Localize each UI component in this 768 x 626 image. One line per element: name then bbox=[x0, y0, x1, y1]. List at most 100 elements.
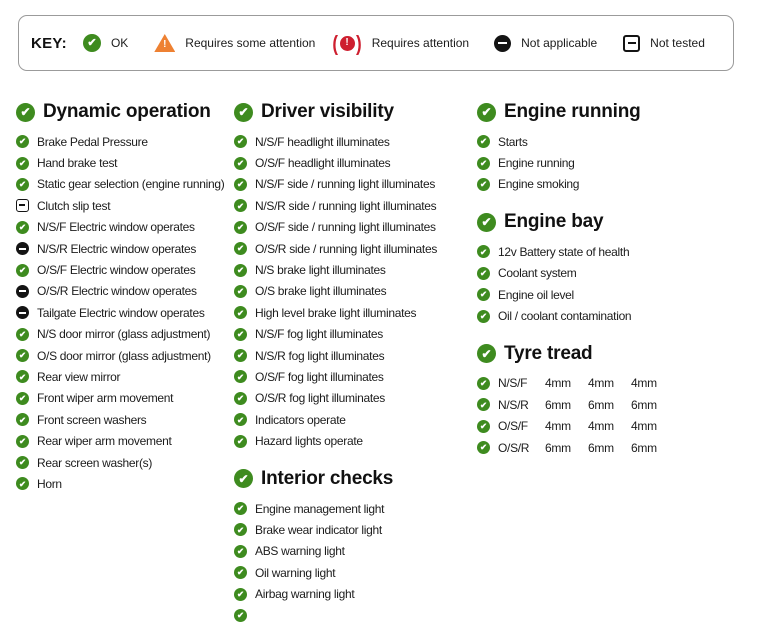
key-entry-label: Not tested bbox=[650, 36, 705, 50]
check-item-label: N/S/F fog light illuminates bbox=[255, 327, 383, 342]
check-item-label: N/S/F headlight illuminates bbox=[255, 134, 390, 149]
check-item: ✔ Rear view mirror bbox=[16, 366, 234, 387]
key-entry-label: Requires some attention bbox=[185, 36, 316, 50]
check-item: ✔ Static gear selection (engine running) bbox=[16, 174, 234, 195]
check-item-label: Brake Pedal Pressure bbox=[37, 134, 148, 149]
check-item: ✔ O/S/F fog light illuminates bbox=[234, 366, 474, 387]
tyre-tread-value: 6mm bbox=[545, 397, 571, 412]
key-entry-label: OK bbox=[110, 36, 129, 50]
check-item: ✔ Rear wiper arm movement bbox=[16, 430, 234, 451]
ok-icon: ✔ bbox=[234, 327, 247, 341]
check-item: ✔ Airbag warning light bbox=[234, 583, 474, 604]
section-engine-bay: ✔ Engine bay ✔ 12v Battery state of health ✔… bbox=[477, 210, 762, 327]
ok-icon: ✔ bbox=[477, 344, 496, 364]
section-header-driver-visibility: ✔ Driver visibility bbox=[234, 100, 474, 124]
check-item-label: N/S/R fog light illuminates bbox=[255, 348, 385, 363]
tyre-tread-value: 6mm bbox=[631, 397, 657, 412]
ok-icon: ✔ bbox=[234, 469, 253, 489]
ok-icon: ✔ bbox=[477, 266, 490, 280]
tyre-tread-value: 6mm bbox=[588, 397, 614, 412]
ok-icon: ✔ bbox=[477, 135, 490, 149]
key-entry-label: Not applicable bbox=[521, 36, 598, 50]
key-entry-ok: ✔ OK bbox=[82, 34, 129, 52]
ok-icon: ✔ bbox=[234, 502, 247, 516]
ok-icon: ✔ bbox=[477, 441, 490, 455]
section-driver-visibility: ✔ Driver visibility ✔ N/S/F headlight illum… bbox=[234, 100, 474, 452]
ok-icon: ✔ bbox=[16, 327, 29, 341]
section-header-interior-checks: ✔ Interior checks bbox=[234, 467, 474, 491]
check-item: ✔ N/S door mirror (glass adjustment) bbox=[16, 324, 234, 345]
ok-icon: ✔ bbox=[234, 263, 247, 277]
ok-icon: ✔ bbox=[477, 212, 496, 232]
check-item: ✔ N/S brake light illuminates bbox=[234, 259, 474, 280]
section-engine-running: ✔ Engine running ✔ Starts ✔ Engine running ✔ En… bbox=[477, 100, 762, 195]
check-item: Clutch slip test bbox=[16, 195, 234, 216]
check-item-label: O/S/F bbox=[498, 419, 528, 434]
check-item-label: O/S/F side / running light illuminates bbox=[255, 220, 436, 235]
section-title-text: Engine running bbox=[504, 101, 641, 122]
check-item-label: Hazard lights operate bbox=[255, 434, 363, 449]
check-item-label: Clutch slip test bbox=[37, 198, 111, 213]
ok-icon: ✔ bbox=[477, 419, 490, 433]
section-title-text: Dynamic operation bbox=[43, 101, 211, 122]
left-paren: ( bbox=[332, 31, 339, 55]
ok-icon: ✔ bbox=[234, 544, 247, 558]
check-item: ✔ Coolant system bbox=[477, 263, 762, 284]
check-item: ✔ High level brake light illuminates bbox=[234, 302, 474, 323]
warning-triangle-icon: ! bbox=[154, 34, 176, 52]
ok-icon: ✔ bbox=[16, 370, 29, 384]
ok-icon: ✔ bbox=[234, 177, 247, 191]
not-tested-icon bbox=[16, 199, 29, 213]
check-item-label: Oil warning light bbox=[255, 565, 336, 580]
check-item: ✔ N/S/F side / running light illuminates bbox=[234, 174, 474, 195]
not-applicable-icon bbox=[494, 34, 512, 52]
ok-icon: ✔ bbox=[477, 177, 490, 191]
tyre-tread-value: 6mm bbox=[588, 440, 614, 455]
key-title: KEY: bbox=[31, 34, 67, 52]
section-header-tyre-tread: ✔ Tyre tread bbox=[477, 342, 762, 366]
not-applicable-icon bbox=[16, 306, 29, 320]
ok-icon: ✔ bbox=[477, 309, 490, 323]
check-item: N/S/R Electric window operates bbox=[16, 238, 234, 259]
ok-icon: ✔ bbox=[234, 220, 247, 234]
check-item-label: Tailgate Electric window operates bbox=[37, 305, 205, 320]
check-item: ✔ Brake Pedal Pressure bbox=[16, 131, 234, 152]
check-item: ✔ Oil warning light bbox=[234, 562, 474, 583]
check-item-label: N/S/F side / running light illuminates bbox=[255, 177, 436, 192]
ok-icon: ✔ bbox=[16, 263, 29, 277]
check-item-label: N/S/F bbox=[498, 376, 528, 391]
key-entry-attention: (!) Requires attention bbox=[332, 31, 469, 55]
column-dynamic-operation: ✔ Dynamic operation ✔ Brake Pedal Pressure ✔… bbox=[16, 100, 234, 495]
check-item: ✔ N/S/F headlight illuminates bbox=[234, 131, 474, 152]
ok-icon: ✔ bbox=[234, 199, 247, 213]
check-item-label: N/S door mirror (glass adjustment) bbox=[37, 327, 211, 342]
check-item-label: O/S/F headlight illuminates bbox=[255, 156, 391, 171]
tyre-row: ✔ N/S/R 6mm 6mm 6mm bbox=[477, 394, 762, 415]
check-item-label: Engine running bbox=[498, 156, 575, 171]
check-item-label: Rear wiper arm movement bbox=[37, 434, 172, 449]
ok-icon: ✔ bbox=[82, 34, 101, 52]
tyre-tread-value: 6mm bbox=[631, 440, 657, 455]
check-item-label: Engine oil level bbox=[498, 287, 574, 302]
tyre-row: ✔ O/S/F 4mm 4mm 4mm bbox=[477, 416, 762, 437]
ok-icon: ✔ bbox=[16, 102, 35, 122]
ok-icon: ✔ bbox=[477, 102, 496, 122]
ok-icon: ✔ bbox=[234, 587, 247, 601]
check-item-label: N/S/R Electric window operates bbox=[37, 241, 197, 256]
ok-icon: ✔ bbox=[16, 391, 29, 405]
check-item: ✔ ABS warning light bbox=[234, 541, 474, 562]
ok-icon: ✔ bbox=[234, 434, 247, 448]
section-header-engine-bay: ✔ Engine bay bbox=[477, 210, 762, 234]
check-item: ✔ N/S/R side / running light illuminates bbox=[234, 195, 474, 216]
ok-icon: ✔ bbox=[477, 398, 490, 412]
check-item: ✔ Rear screen washer(s) bbox=[16, 452, 234, 473]
check-item: ✔ O/S/F Electric window operates bbox=[16, 259, 234, 280]
ok-icon: ✔ bbox=[234, 284, 247, 298]
check-item-label: Airbag warning light bbox=[255, 587, 355, 602]
ok-icon: ✔ bbox=[477, 245, 490, 259]
check-item: ✔ Horn bbox=[16, 473, 234, 494]
check-item: ✔ O/S/R side / running light illuminates bbox=[234, 238, 474, 259]
ok-icon: ✔ bbox=[234, 156, 247, 170]
check-item-label: Engine smoking bbox=[498, 177, 580, 192]
key-entry-not-tested: Not tested bbox=[623, 34, 705, 52]
